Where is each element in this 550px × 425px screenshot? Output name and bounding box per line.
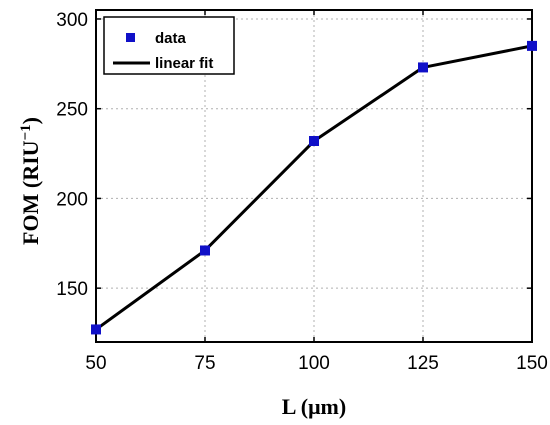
legend-label-data: data	[155, 30, 187, 47]
x-axis-title: L (μm)	[282, 394, 346, 419]
y-tick-labels: 150 200 250 300	[56, 10, 88, 300]
legend-label-fit: linear fit	[155, 55, 213, 72]
y-axis-title-close: )	[18, 117, 43, 124]
y-tick-label: 250	[56, 100, 88, 121]
series	[91, 40, 537, 335]
x-tick-label: 50	[85, 353, 106, 374]
data-point	[527, 40, 537, 51]
y-axis-title: FOM (RIU−1)	[18, 117, 43, 245]
y-tick-label: 300	[56, 10, 88, 31]
y-tick-label: 200	[56, 189, 88, 210]
data-point	[418, 62, 428, 73]
legend: data linear fit	[103, 16, 235, 75]
y-axis-title-main: FOM (RIU	[18, 140, 43, 245]
y-tick-label: 150	[56, 279, 88, 300]
x-tick-label: 150	[516, 353, 548, 374]
x-tick-label: 75	[194, 353, 215, 374]
legend-marker-data	[126, 33, 135, 42]
data-point	[91, 324, 101, 335]
x-tick-label: 125	[407, 353, 439, 374]
x-tick-labels: 50 75 100 125 150	[85, 353, 547, 374]
data-point	[200, 245, 210, 256]
y-axis-title-superscript: −1	[18, 124, 34, 140]
x-tick-label: 100	[298, 353, 330, 374]
data-point	[309, 136, 319, 147]
axis-ticks	[95, 10, 533, 342]
